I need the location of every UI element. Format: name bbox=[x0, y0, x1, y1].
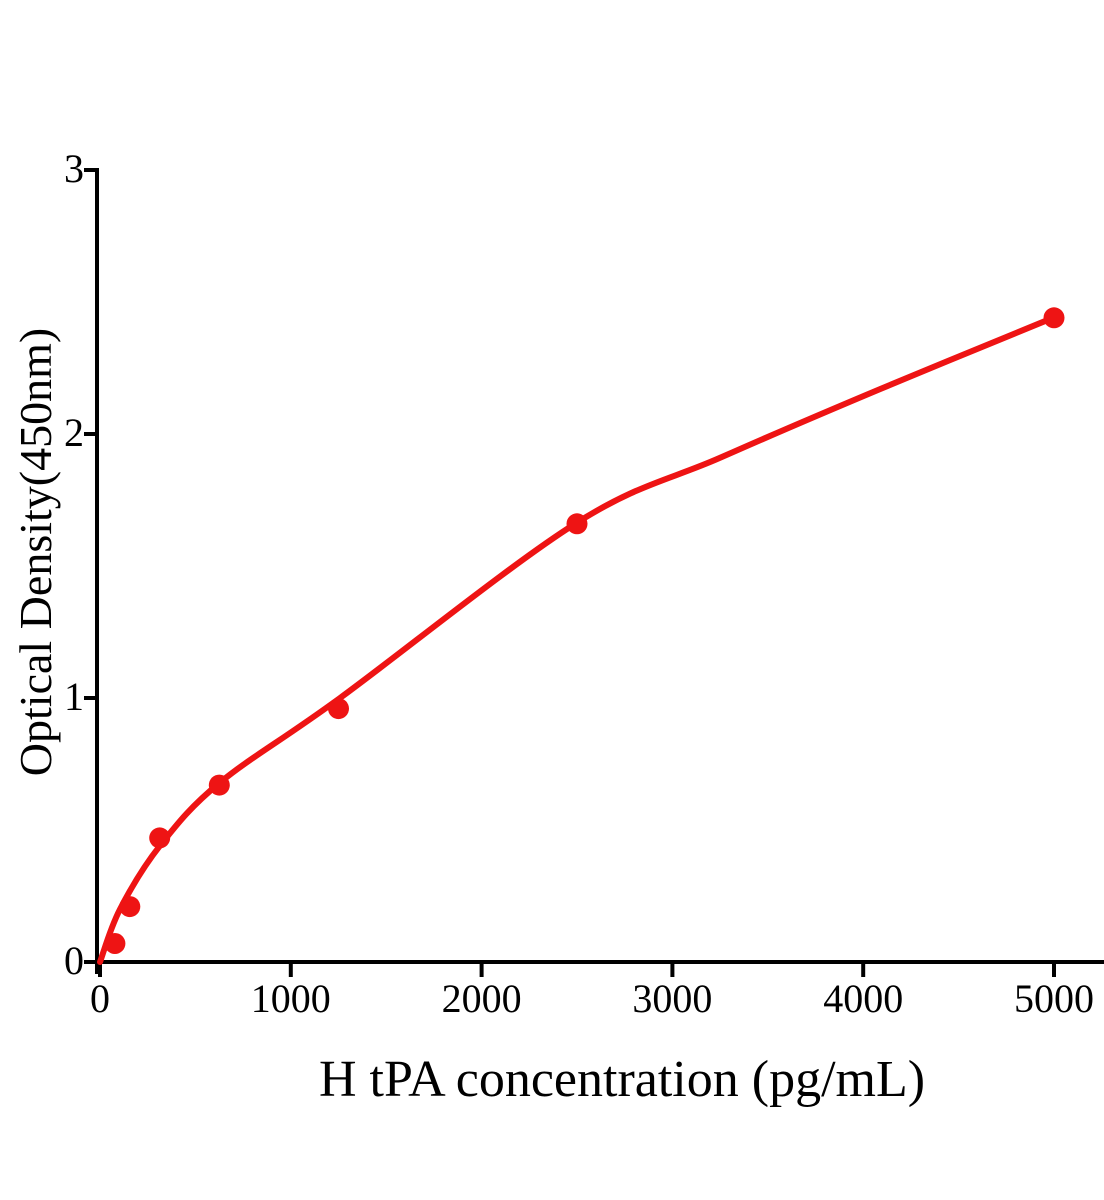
x-tick-label: 1000 bbox=[250, 976, 331, 1021]
fit-curve bbox=[97, 314, 1056, 965]
x-tick-label: 4000 bbox=[823, 976, 904, 1021]
data-point bbox=[149, 827, 171, 849]
data-point bbox=[208, 774, 230, 796]
y-tick-label: 2 bbox=[64, 410, 84, 456]
x-axis-title: H tPA concentration (pg/mL) bbox=[318, 1051, 926, 1108]
data-point bbox=[104, 933, 126, 954]
y-tick-label: 3 bbox=[64, 146, 84, 192]
data-point bbox=[1043, 307, 1065, 329]
y-axis-title: Optical Density(450nm) bbox=[10, 327, 61, 777]
x-tick-label: 3000 bbox=[632, 976, 713, 1021]
data-point bbox=[328, 698, 349, 720]
data-point bbox=[566, 513, 588, 535]
x-tick-label: 5000 bbox=[1014, 976, 1094, 1021]
y-tick-label: 1 bbox=[64, 674, 84, 720]
x-tick-label: 0 bbox=[90, 976, 110, 1021]
y-tick-label: 0 bbox=[64, 938, 84, 984]
x-tick-label: 2000 bbox=[441, 976, 522, 1021]
data-point bbox=[119, 896, 141, 918]
